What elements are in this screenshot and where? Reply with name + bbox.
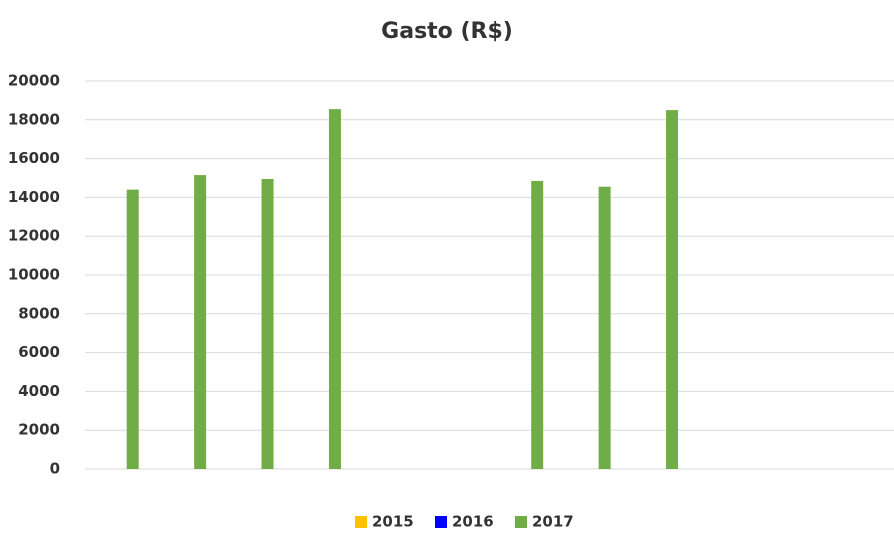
y-tick-label: 6000 [18, 343, 60, 361]
bar [328, 109, 341, 469]
y-tick-label: 14000 [8, 188, 60, 206]
bar [126, 189, 139, 469]
bar [261, 178, 274, 469]
bar [531, 180, 544, 469]
legend-swatch [515, 516, 527, 528]
y-tick-label: 10000 [8, 266, 60, 284]
y-tick-label: 20000 [8, 72, 60, 90]
y-tick-label: 18000 [8, 110, 60, 128]
legend-swatch [355, 516, 367, 528]
y-tick-label: 16000 [8, 149, 60, 167]
legend-label: 2016 [452, 513, 494, 531]
legend-swatch [435, 516, 447, 528]
legend-label: 2017 [532, 513, 574, 531]
bar [194, 175, 207, 469]
bar [666, 110, 679, 469]
y-tick-label: 12000 [8, 227, 60, 245]
legend-label: 2015 [372, 513, 414, 531]
y-tick-label: 4000 [18, 382, 60, 400]
bar [598, 186, 611, 470]
chart-title: Gasto (R$) [381, 19, 513, 44]
y-tick-label: 8000 [18, 304, 60, 322]
y-tick-label: 0 [50, 460, 60, 478]
y-tick-label: 2000 [18, 421, 60, 439]
